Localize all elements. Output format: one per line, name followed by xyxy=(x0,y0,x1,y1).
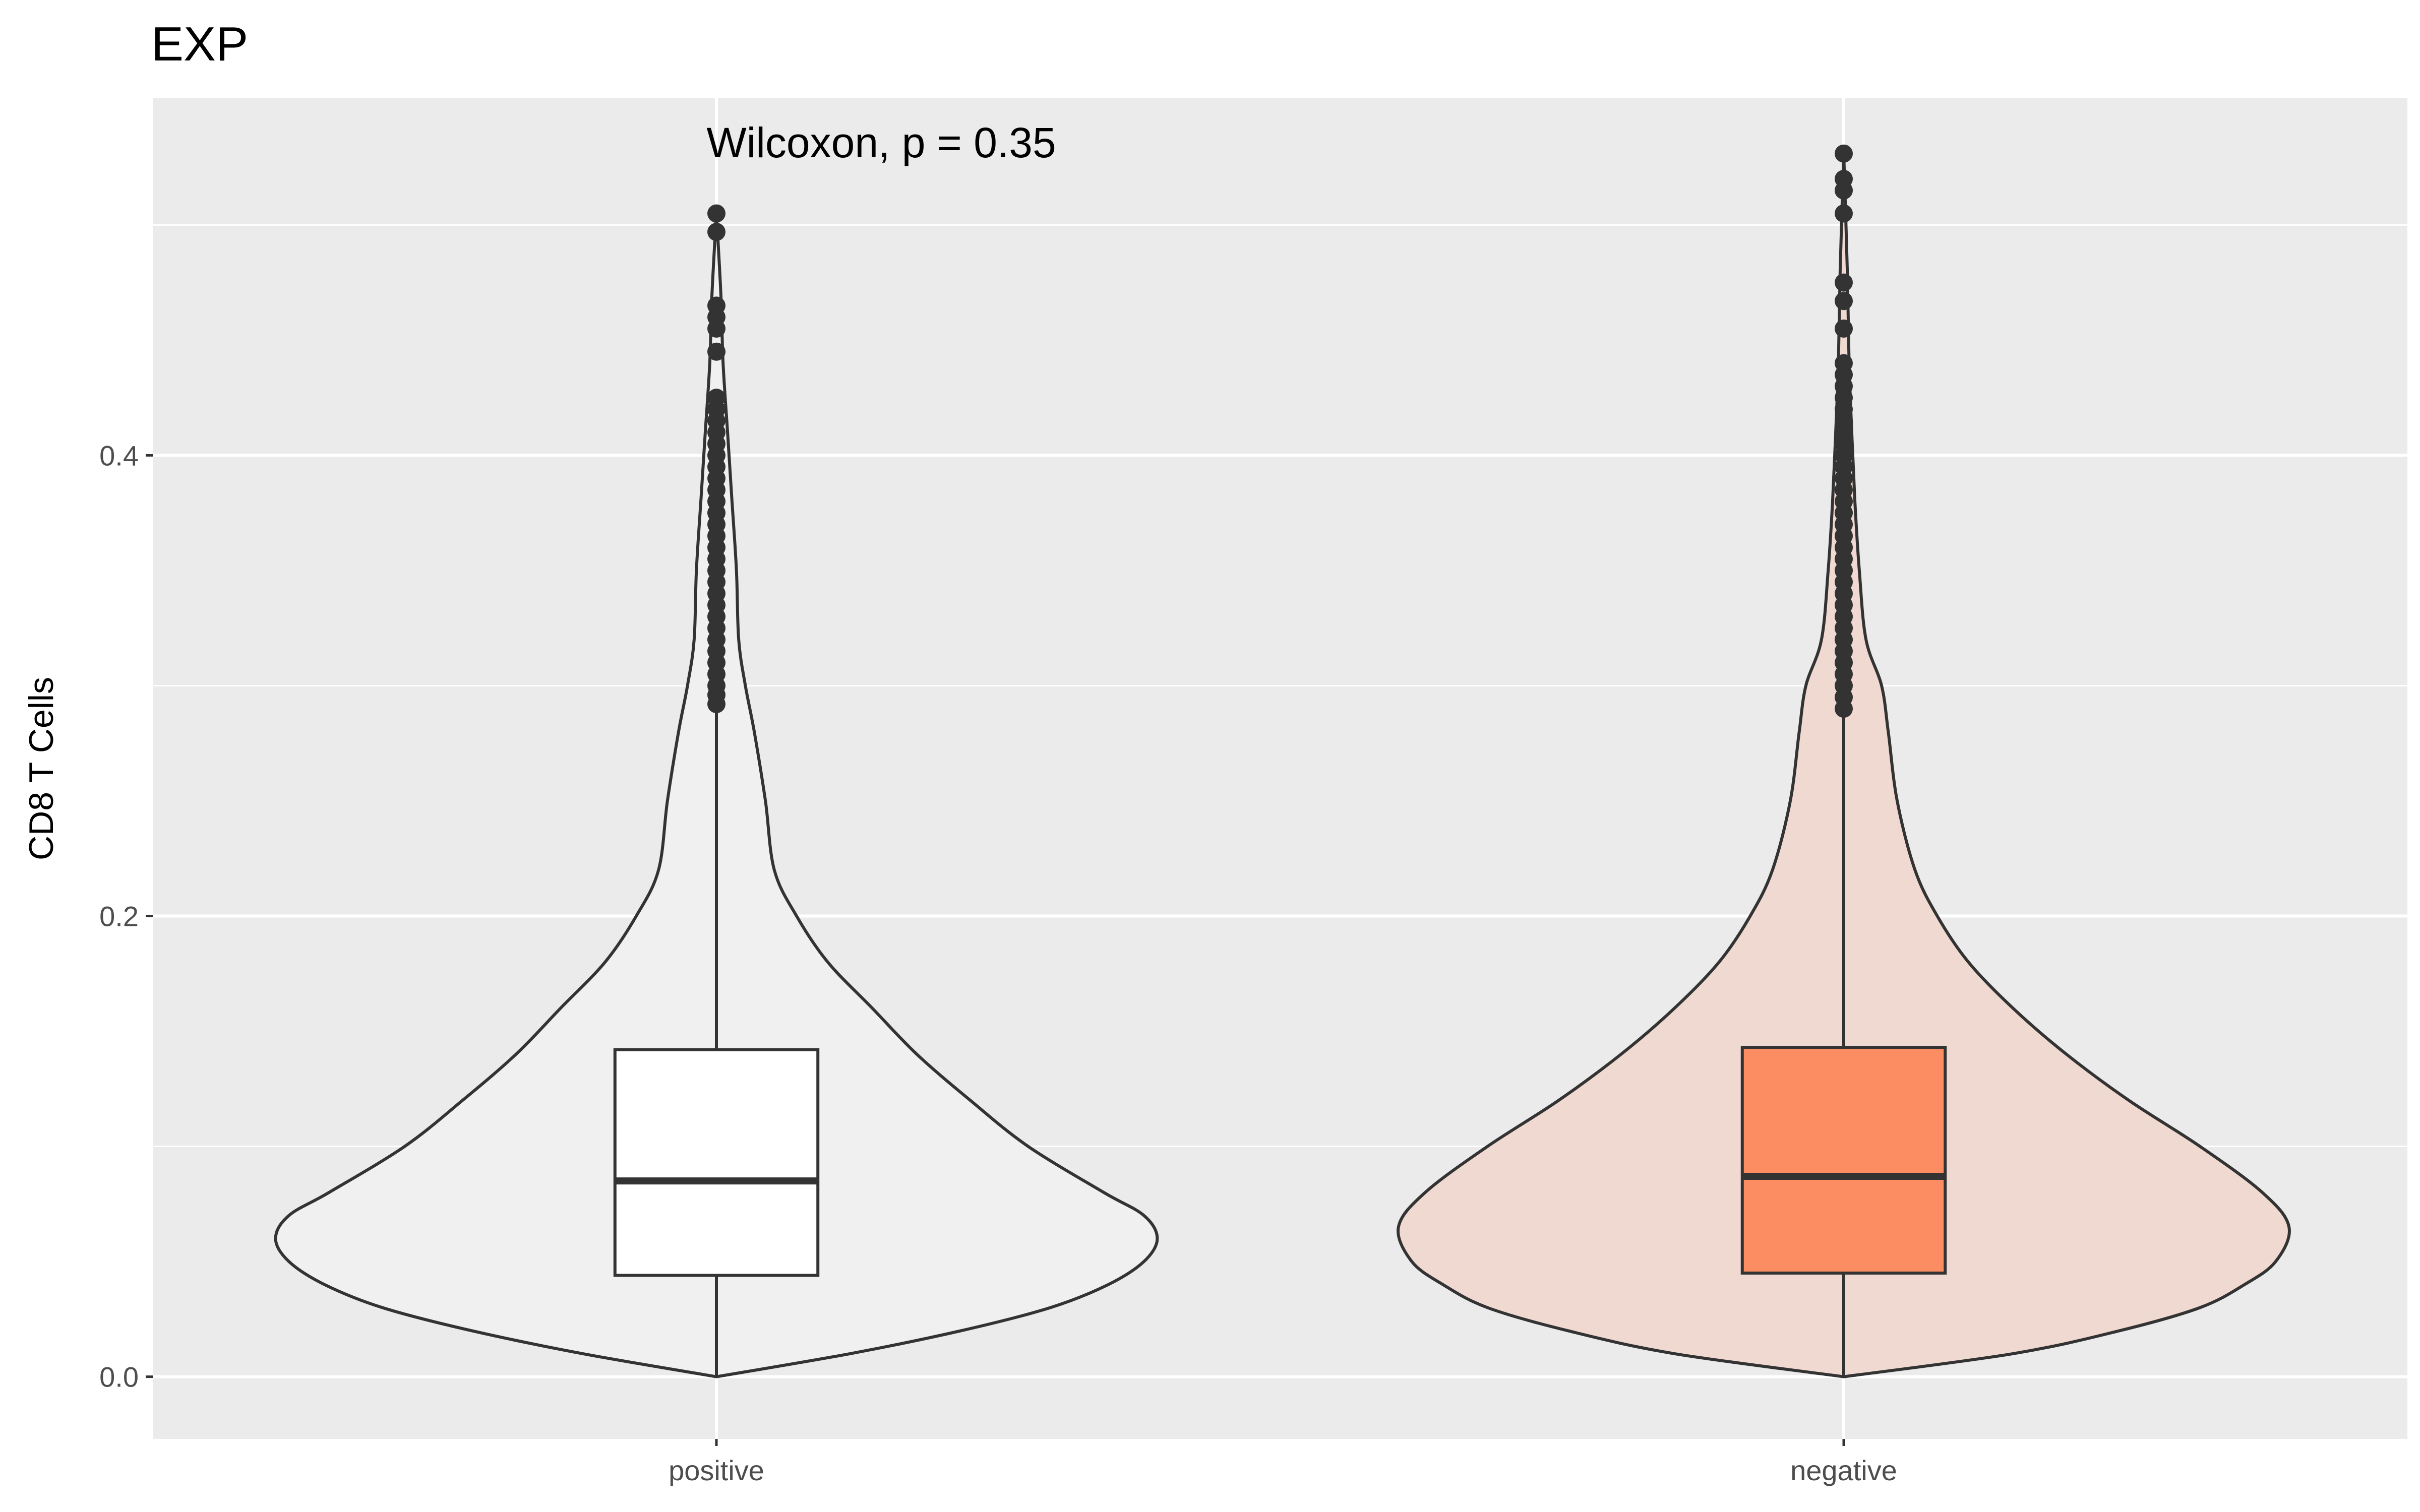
outlier-point-positive xyxy=(707,389,725,407)
outlier-point-negative xyxy=(1835,169,1853,188)
outlier-point-positive xyxy=(707,223,725,241)
outlier-point-positive xyxy=(707,342,725,361)
outlier-points xyxy=(707,144,1853,718)
outlier-point-negative xyxy=(1835,204,1853,223)
boxplots xyxy=(613,709,1947,1377)
outlier-point-negative xyxy=(1835,292,1853,310)
outlier-point-negative xyxy=(1835,320,1853,338)
outlier-point-negative xyxy=(1835,144,1853,163)
y-axis-title: CD8 T Cells xyxy=(22,677,60,860)
outlier-point-positive xyxy=(707,204,725,223)
box-positive xyxy=(613,1048,820,1277)
box-negative xyxy=(1740,1046,1947,1275)
x-tick-label: negative xyxy=(1790,1455,1897,1486)
x-tick-label: positive xyxy=(669,1455,764,1486)
chart-title: EXP xyxy=(151,17,248,71)
y-tick-label: 0.4 xyxy=(99,439,139,471)
outlier-point-positive xyxy=(707,296,725,315)
wilcoxon-annotation: Wilcoxon, p = 0.35 xyxy=(706,119,1056,166)
x-axis: positive negative xyxy=(669,1439,1897,1486)
y-axis: 0.0 0.2 0.4 xyxy=(99,439,153,1393)
outlier-point-negative xyxy=(1835,273,1853,292)
outlier-point-negative xyxy=(1835,354,1853,372)
y-tick-label: 0.2 xyxy=(99,901,139,932)
y-tick-label: 0.0 xyxy=(99,1361,139,1393)
